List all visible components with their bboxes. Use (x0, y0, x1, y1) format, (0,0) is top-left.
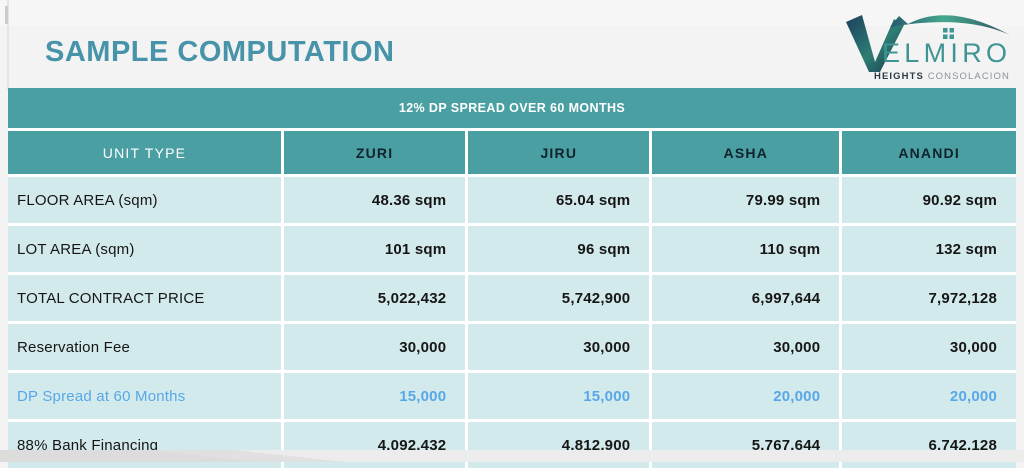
logo-subtitle-light: CONSOLACION (928, 71, 1010, 82)
reservation-asha: 30,000 (652, 324, 840, 370)
floor-area-anandi: 90.92 sqm (842, 177, 1016, 223)
svg-text:HEIGHTS CONSOLACION: HEIGHTS CONSOLACION (874, 71, 1010, 82)
reservation-jiru: 30,000 (468, 324, 650, 370)
lot-area-asha: 110 sqm (652, 226, 840, 272)
logo-v-ribbon (846, 15, 904, 72)
lot-area-anandi: 132 sqm (842, 226, 1016, 272)
reservation-zuri: 30,000 (283, 324, 466, 370)
lot-area-jiru: 96 sqm (468, 226, 650, 272)
slide-left-notch (5, 6, 8, 24)
velmiro-logo: ELMIRO HEIGHTS CONSOLACION (842, 4, 1016, 90)
dp-spread-anandi: 20,000 (842, 373, 1016, 419)
logo-brand-text: ELMIRO (882, 38, 1010, 68)
logo-window-icon (943, 28, 954, 39)
column-header-asha: ASHA (652, 131, 840, 174)
column-header-zuri: ZURI (283, 131, 466, 174)
floor-area-asha: 79.99 sqm (652, 177, 840, 223)
row-label-floor-area: FLOOR AREA (sqm) (8, 177, 281, 223)
dp-spread-asha: 20,000 (652, 373, 840, 419)
tcp-asha: 6,997,644 (652, 275, 840, 321)
logo-roof-swoosh (890, 15, 1010, 35)
column-header-jiru: JIRU (468, 131, 650, 174)
reservation-anandi: 30,000 (842, 324, 1016, 370)
row-label-reservation-fee: Reservation Fee (8, 324, 281, 370)
page-title: SAMPLE COMPUTATION (45, 36, 395, 68)
tcp-zuri: 5,022,432 (283, 275, 466, 321)
floor-area-jiru: 65.04 sqm (468, 177, 650, 223)
dp-spread-zuri: 15,000 (283, 373, 466, 419)
lot-area-zuri: 101 sqm (283, 226, 466, 272)
table-grid: UNIT TYPE ZURI JIRU ASHA ANANDI FLOOR AR… (8, 131, 1016, 468)
table-banner: 12% DP SPREAD OVER 60 MONTHS (8, 88, 1016, 128)
dp-spread-jiru: 15,000 (468, 373, 650, 419)
logo-subtitle-bold: HEIGHTS (874, 71, 924, 82)
tcp-anandi: 7,972,128 (842, 275, 1016, 321)
computation-table: 12% DP SPREAD OVER 60 MONTHS UNIT TYPE Z… (8, 88, 1016, 468)
row-label-dp-spread: DP Spread at 60 Months (8, 373, 281, 419)
slide-left-edge (7, 0, 9, 90)
tcp-jiru: 5,742,900 (468, 275, 650, 321)
column-header-anandi: ANANDI (842, 131, 1016, 174)
floor-area-zuri: 48.36 sqm (283, 177, 466, 223)
row-label-total-contract-price: TOTAL CONTRACT PRICE (8, 275, 281, 321)
velmiro-logo-graphic: ELMIRO HEIGHTS CONSOLACION (846, 15, 1010, 82)
column-header-unit-type: UNIT TYPE (8, 131, 281, 174)
bottom-decoration-band (0, 450, 1024, 462)
row-label-lot-area: LOT AREA (sqm) (8, 226, 281, 272)
